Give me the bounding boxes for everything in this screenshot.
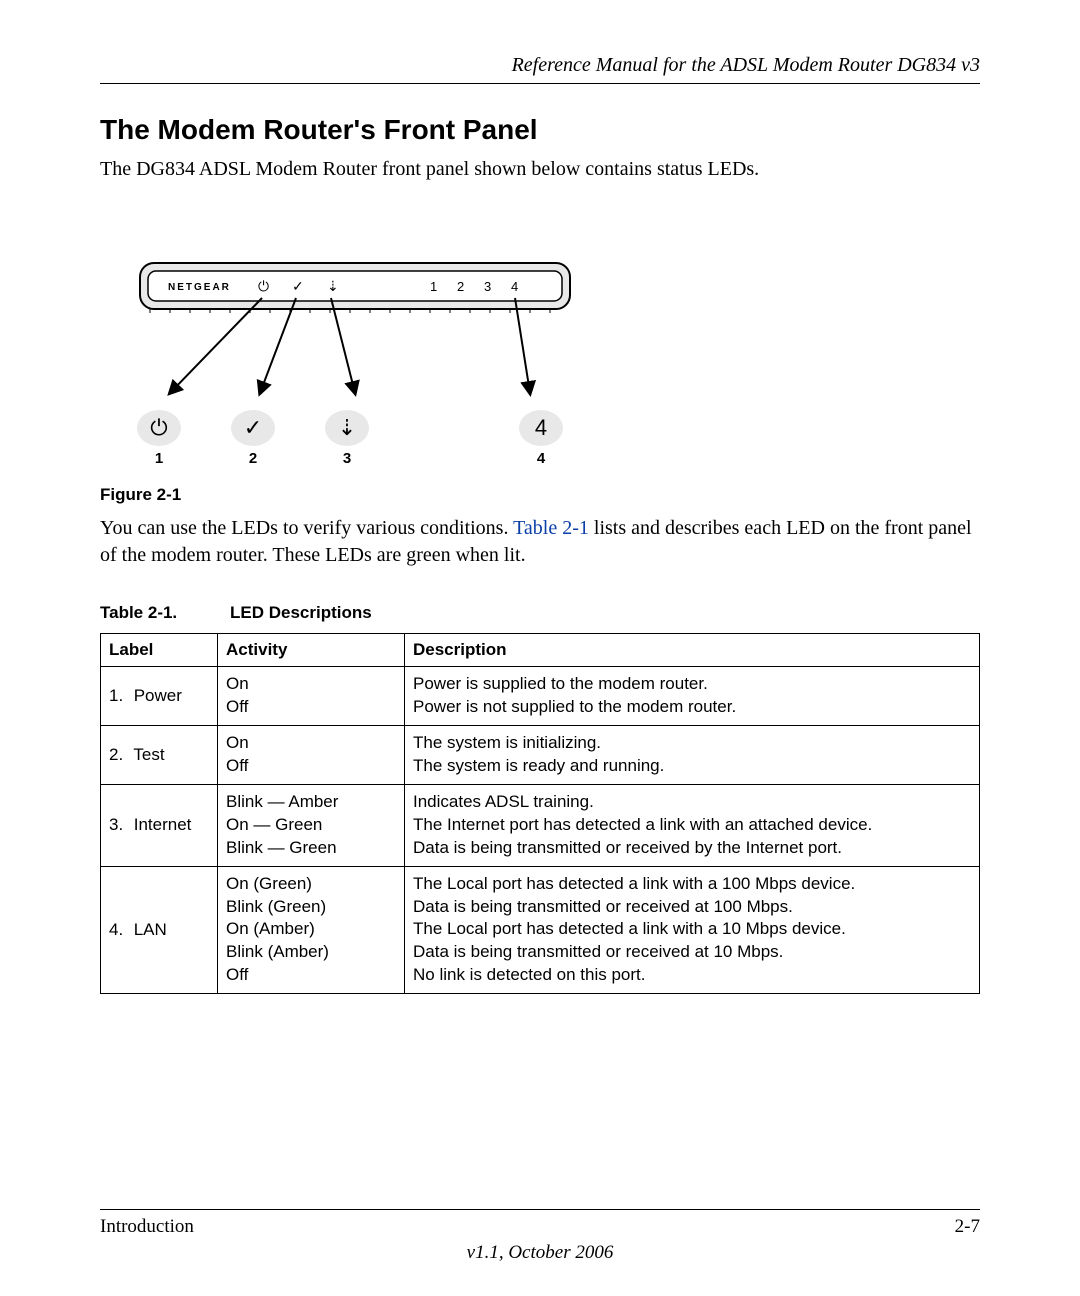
footer-version: v1.1, October 2006	[100, 1242, 980, 1264]
description-cell: The system is initializing.The system is…	[405, 725, 980, 784]
header-rule	[100, 83, 980, 84]
col-description: Description	[405, 634, 980, 667]
description-cell: The Local port has detected a link with …	[405, 866, 980, 994]
svg-text:2: 2	[457, 279, 464, 294]
front-panel-diagram: NETGEAR ⏻ ✓ ⇣ 1 2 3 4 ⏻ 1 ✓ 2 ⇣	[130, 243, 580, 467]
table-row: 1. PowerOnOffPower is supplied to the mo…	[101, 667, 980, 726]
body-before-link: You can use the LEDs to verify various c…	[100, 517, 513, 539]
svg-text:4: 4	[511, 279, 518, 294]
footer-right: 2-7	[955, 1216, 980, 1238]
description-cell: Power is supplied to the modem router.Po…	[405, 667, 980, 726]
intro-paragraph: The DG834 ADSL Modem Router front panel …	[100, 156, 980, 183]
label-cell: 1. Power	[101, 667, 218, 726]
activity-cell: OnOff	[218, 667, 405, 726]
led-table: Label Activity Description 1. PowerOnOff…	[100, 633, 980, 994]
label-cell: 3. Internet	[101, 784, 218, 866]
table-row: 4. LANOn (Green)Blink (Green)On (Amber)B…	[101, 866, 980, 994]
table-caption-title: LED Descriptions	[230, 603, 372, 622]
callout-check-icon: ✓	[231, 410, 275, 446]
table-header-row: Label Activity Description	[101, 634, 980, 667]
svg-text:3: 3	[484, 279, 491, 294]
callout-lan-icon: 4	[519, 410, 563, 446]
footer-rule	[100, 1209, 980, 1210]
label-cell: 2. Test	[101, 725, 218, 784]
brand-label: NETGEAR	[168, 282, 231, 293]
col-label: Label	[101, 634, 218, 667]
svg-text:1: 1	[430, 279, 437, 294]
table-link[interactable]: Table 2-1	[513, 517, 589, 539]
svg-text:⏻: ⏻	[258, 278, 269, 294]
activity-cell: Blink — AmberOn — GreenBlink — Green	[218, 784, 405, 866]
table-caption: Table 2-1.LED Descriptions	[100, 603, 980, 623]
footer-left: Introduction	[100, 1216, 194, 1238]
page-footer: Introduction 2-7 v1.1, October 2006	[100, 1209, 980, 1264]
svg-text:⇣: ⇣	[327, 278, 339, 294]
table-caption-num: Table 2-1.	[100, 603, 230, 623]
callout-power-icon: ⏻	[137, 410, 181, 446]
body-paragraph: You can use the LEDs to verify various c…	[100, 515, 980, 569]
header-title: Reference Manual for the ADSL Modem Rout…	[100, 54, 980, 77]
table-row: 3. InternetBlink — AmberOn — GreenBlink …	[101, 784, 980, 866]
section-heading: The Modem Router's Front Panel	[100, 114, 980, 146]
callout-num-4: 4	[518, 450, 564, 467]
callout-num-1: 1	[136, 450, 182, 467]
device-svg: NETGEAR ⏻ ✓ ⇣ 1 2 3 4	[130, 243, 580, 403]
table-row: 2. TestOnOffThe system is initializing.T…	[101, 725, 980, 784]
callout-internet-icon: ⇣	[325, 410, 369, 446]
callout-num-3: 3	[324, 450, 370, 467]
activity-cell: On (Green)Blink (Green)On (Amber)Blink (…	[218, 866, 405, 994]
svg-text:✓: ✓	[292, 278, 304, 294]
label-cell: 4. LAN	[101, 866, 218, 994]
col-activity: Activity	[218, 634, 405, 667]
activity-cell: OnOff	[218, 725, 405, 784]
figure-caption: Figure 2-1	[100, 485, 980, 505]
description-cell: Indicates ADSL training.The Internet por…	[405, 784, 980, 866]
callout-num-2: 2	[230, 450, 276, 467]
